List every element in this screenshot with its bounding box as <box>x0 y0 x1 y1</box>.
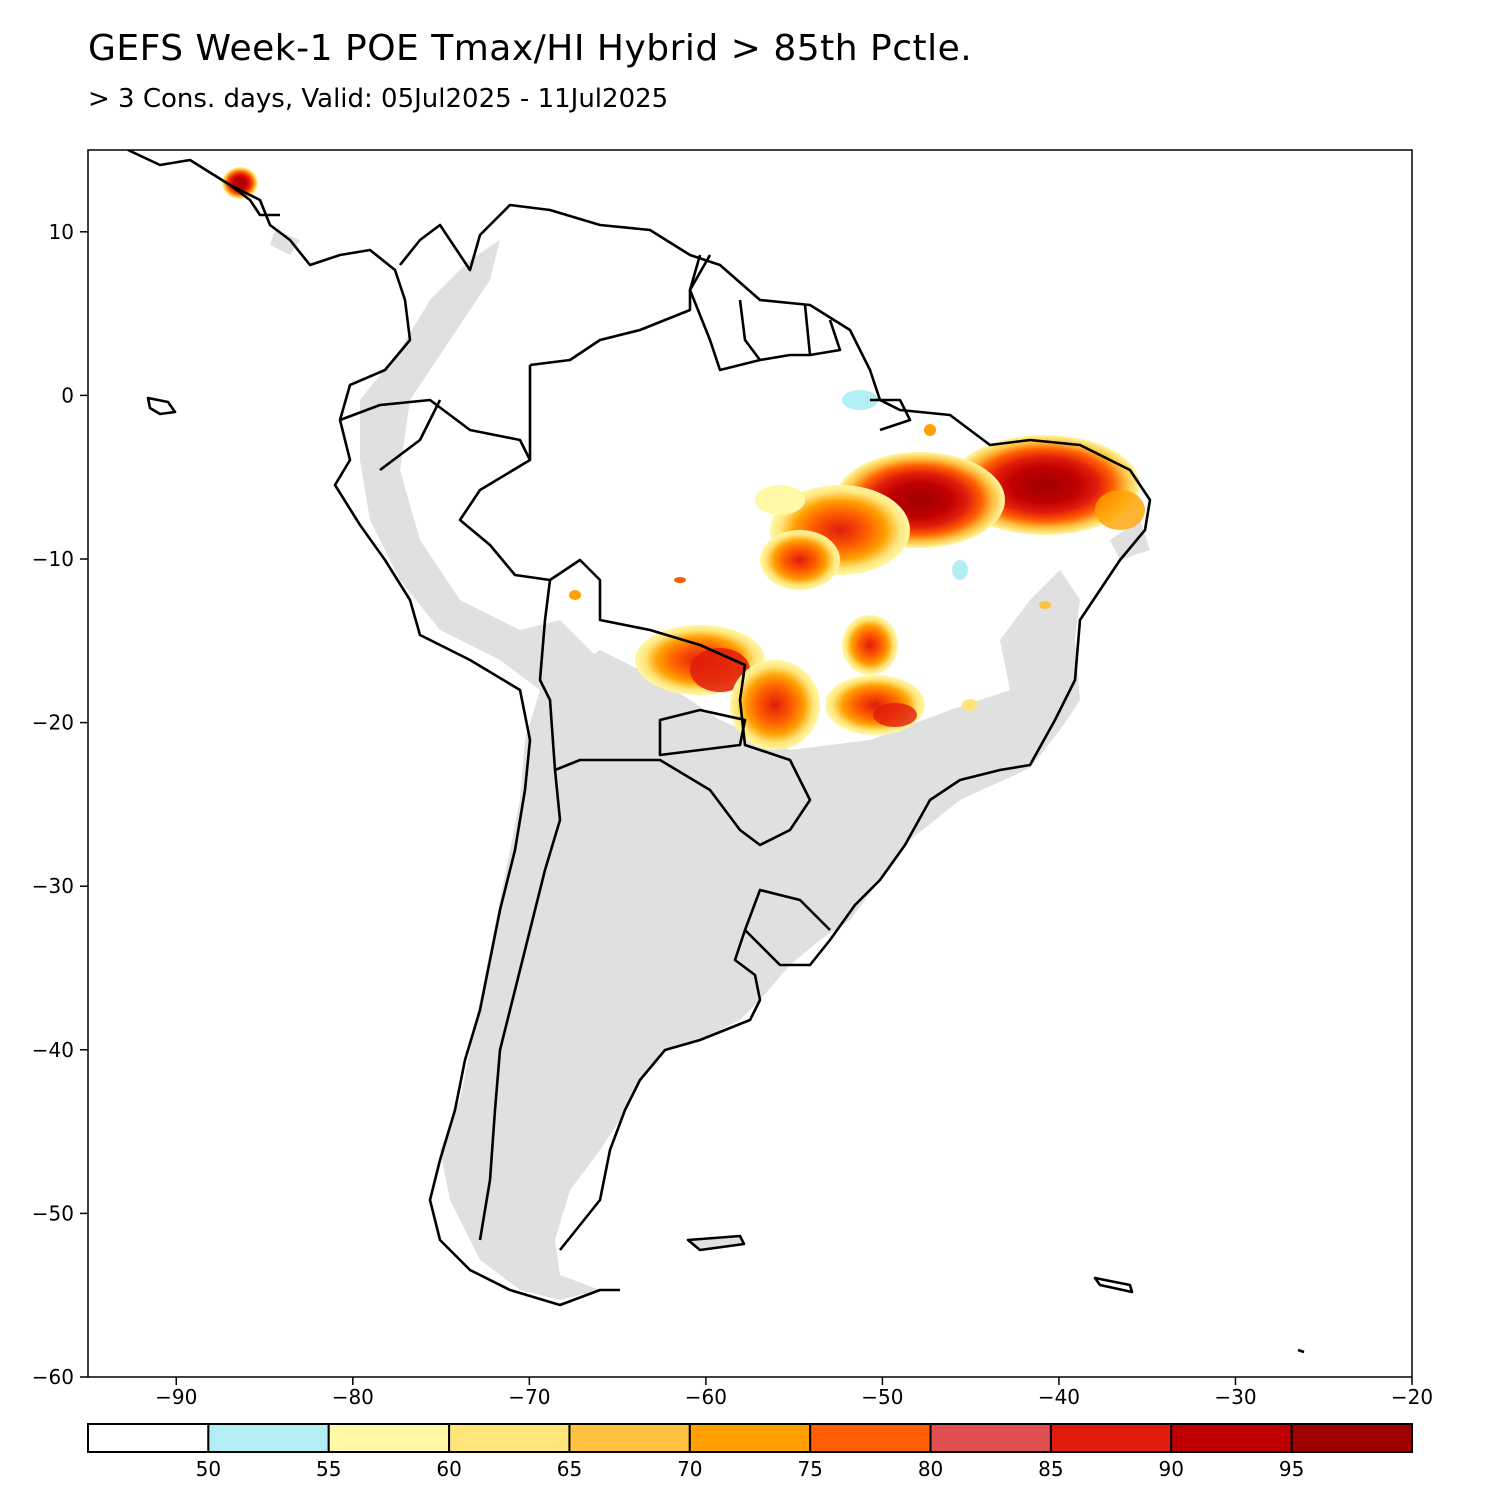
colorbar-swatch <box>448 1423 571 1453</box>
colorbar-label: 65 <box>557 1457 582 1481</box>
lon-tick-label: −50 <box>861 1385 903 1409</box>
colorbar-swatch <box>87 1423 210 1453</box>
colorbar-label: 70 <box>677 1457 702 1481</box>
colorbar-label: 55 <box>316 1457 341 1481</box>
colorbar-swatch <box>1049 1423 1173 1453</box>
colorbar-swatch <box>1290 1423 1413 1453</box>
lon-tick-label: −60 <box>685 1385 727 1409</box>
colorbar-swatch <box>1170 1423 1293 1453</box>
lat-tick-label: −40 <box>32 1038 74 1062</box>
lon-tick-label: −90 <box>155 1385 197 1409</box>
lat-tick-label: −20 <box>32 711 74 735</box>
lat-tick-label: 0 <box>61 383 74 407</box>
colorbar-label: 75 <box>797 1457 822 1481</box>
colorbar-label: 95 <box>1279 1457 1304 1481</box>
coastlines-and-borders <box>127 150 1305 1354</box>
colorbar-label: 60 <box>436 1457 461 1481</box>
land-shading <box>270 230 1150 1300</box>
colorbar-swatch <box>568 1423 691 1453</box>
colorbar-swatch <box>809 1423 932 1453</box>
lon-tick-label: −80 <box>332 1385 374 1409</box>
colorbar-label: 90 <box>1159 1457 1184 1481</box>
colorbar-swatch <box>207 1423 330 1453</box>
lat-tick-label: −10 <box>32 547 74 571</box>
map-frame <box>87 149 1413 1378</box>
colorbar-swatch <box>327 1423 451 1453</box>
map-title: GEFS Week-1 POE Tmax/HI Hybrid > 85th Pc… <box>88 28 973 69</box>
axes: 10 0 −10 −20 −30 −40 −50 −60 −90 −80 −70 −60 −50 −40 −… <box>32 220 1433 1409</box>
lon-tick-label: −20 <box>1391 1385 1433 1409</box>
map-subtitle: > 3 Cons. days, Valid: 05Jul2025 - 11Jul… <box>88 84 669 114</box>
lon-tick-label: −70 <box>508 1385 550 1409</box>
colorbar-label: 50 <box>196 1457 221 1481</box>
map-content <box>127 150 1305 1354</box>
colorbar-swatch <box>688 1423 812 1453</box>
colorbar-swatch <box>929 1423 1052 1453</box>
colorbar-label: 85 <box>1038 1457 1063 1481</box>
lat-tick-label: −50 <box>32 1201 74 1225</box>
lat-tick-label: −30 <box>32 874 74 898</box>
lat-tick-label: −60 <box>32 1365 74 1389</box>
lon-tick-label: −40 <box>1038 1385 1080 1409</box>
colorbar-label: 80 <box>918 1457 943 1481</box>
colorbar: 50 55 60 65 70 75 80 85 90 95 <box>87 1423 1413 1481</box>
lon-tick-label: −30 <box>1214 1385 1256 1409</box>
probability-shading <box>222 167 1145 750</box>
lat-tick-label: 10 <box>49 220 74 244</box>
